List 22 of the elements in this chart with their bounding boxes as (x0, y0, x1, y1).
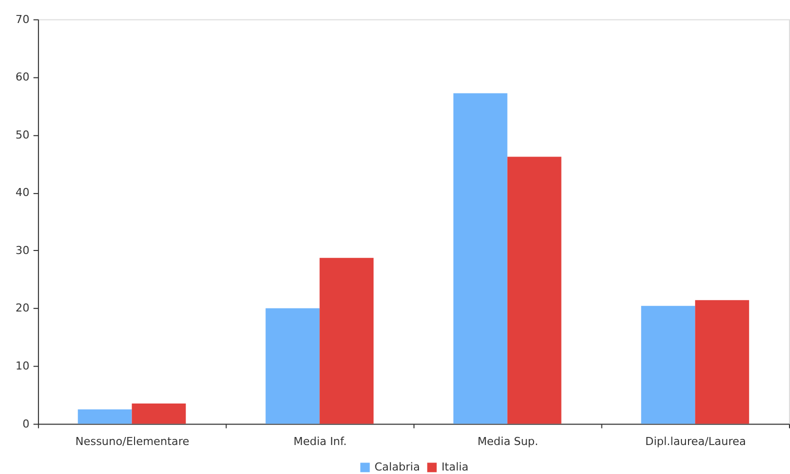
y-tick-label: 20 (15, 302, 30, 315)
bar (453, 93, 508, 424)
x-tick-label: Media Sup. (477, 435, 538, 448)
bar (78, 409, 132, 424)
y-tick-label: 60 (15, 70, 30, 84)
y-tick-label: 0 (22, 417, 30, 430)
legend-label: Calabria (374, 460, 420, 474)
bar (132, 404, 186, 424)
bar (507, 156, 562, 424)
y-tick-label: 50 (15, 128, 30, 142)
bar (695, 300, 750, 424)
bar (320, 258, 374, 424)
x-tick-label: Media Inf. (294, 435, 347, 448)
x-tick-label: Dipl.laurea/Laurea (645, 435, 746, 448)
x-tick-label: Nessuno/Elementare (75, 435, 190, 448)
bar (266, 308, 320, 424)
y-tick-label: 70 (15, 12, 30, 26)
y-tick-label: 40 (15, 186, 30, 200)
y-tick-label: 10 (15, 359, 30, 372)
y-tick-label: 30 (15, 244, 30, 257)
bar (641, 306, 696, 424)
legend-label: Italia (441, 460, 469, 474)
